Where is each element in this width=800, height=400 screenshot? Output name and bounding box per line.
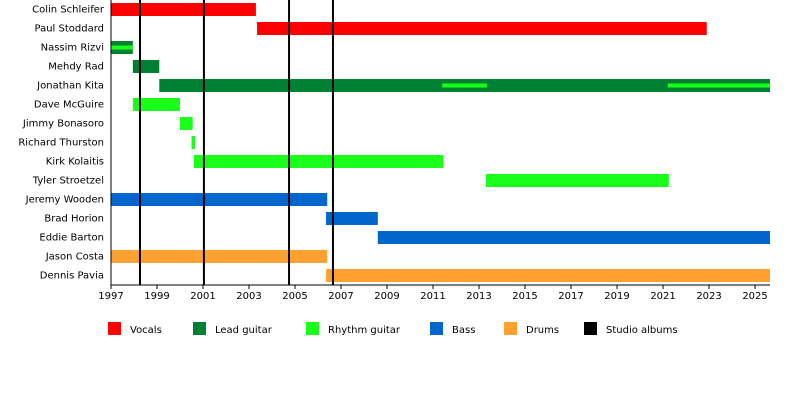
- y-tick-label: Richard Thurston: [18, 138, 104, 149]
- x-tick-label: 2015: [512, 291, 537, 302]
- legend-swatch: [193, 322, 206, 335]
- x-tick-label: 2011: [420, 291, 445, 302]
- y-tick-label: Nassim Rizvi: [41, 43, 104, 54]
- legend-swatch: [584, 322, 597, 335]
- bar: [132, 60, 160, 73]
- x-tick-label: 2021: [650, 291, 675, 302]
- legend-swatch: [306, 322, 319, 335]
- x-tick-label: 2017: [558, 291, 583, 302]
- bar: [667, 83, 770, 88]
- bar: [111, 3, 256, 16]
- y-tick-label: Dave McGuire: [34, 100, 104, 111]
- y-tick-label: Jeremy Wooden: [25, 195, 104, 206]
- bar: [485, 174, 669, 187]
- legend-label: Vocals: [130, 325, 162, 336]
- legend-swatch: [108, 322, 121, 335]
- y-tick-label: Jimmy Bonasoro: [22, 119, 104, 130]
- y-tick-label: Dennis Pavia: [40, 271, 104, 282]
- bar: [326, 269, 770, 282]
- x-tick-label: 2003: [236, 291, 261, 302]
- legend-label: Rhythm guitar: [328, 325, 401, 336]
- bar: [111, 45, 133, 50]
- bar: [377, 231, 770, 244]
- x-tick-label: 2009: [374, 291, 399, 302]
- y-tick-label: Brad Horion: [44, 214, 104, 225]
- x-tick-label: 2005: [282, 291, 307, 302]
- bar: [132, 98, 181, 111]
- x-tick-label: 2019: [604, 291, 629, 302]
- legend-swatch: [504, 322, 517, 335]
- y-tick-label: Colin Schleifer: [32, 5, 105, 16]
- y-tick-label: Jason Costa: [45, 252, 104, 263]
- legend-swatch: [430, 322, 443, 335]
- y-tick-label: Mehdy Rad: [48, 62, 104, 73]
- bar: [111, 250, 328, 263]
- bar: [193, 155, 444, 168]
- x-tick-label: 2013: [466, 291, 491, 302]
- legend-label: Lead guitar: [215, 325, 273, 336]
- legend-label: Studio albums: [606, 325, 678, 336]
- y-tick-label: Eddie Barton: [39, 233, 104, 244]
- legend-label: Drums: [526, 325, 559, 336]
- x-tick-label: 2025: [742, 291, 767, 302]
- bar: [442, 83, 488, 88]
- y-tick-label: Tyler Stroetzel: [32, 176, 104, 187]
- y-tick-label: Jonathan Kita: [36, 81, 104, 92]
- x-tick-label: 2023: [696, 291, 721, 302]
- legend-label: Bass: [452, 325, 475, 336]
- bar: [326, 212, 378, 225]
- x-tick-label: 2001: [190, 291, 215, 302]
- y-tick-label: Paul Stoddard: [35, 24, 105, 35]
- bar: [191, 136, 195, 149]
- bar: [257, 22, 707, 35]
- x-tick-label: 1997: [98, 291, 123, 302]
- bar: [180, 117, 193, 130]
- y-tick-label: Kirk Kolaitis: [46, 157, 104, 168]
- x-tick-label: 2007: [328, 291, 353, 302]
- x-tick-label: 1999: [144, 291, 169, 302]
- bar: [111, 193, 328, 206]
